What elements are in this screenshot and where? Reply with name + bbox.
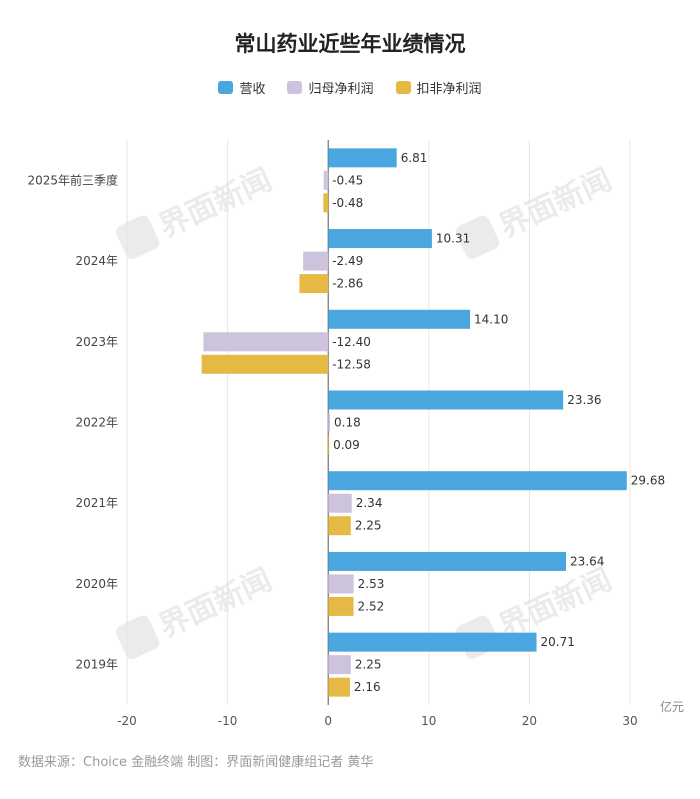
bar bbox=[328, 390, 564, 410]
legend-swatch-net-profit bbox=[287, 81, 303, 94]
legend-label-net-profit: 归母净利润 bbox=[308, 82, 374, 97]
bar bbox=[328, 632, 537, 652]
bar bbox=[203, 332, 329, 352]
data-label: -12.40 bbox=[332, 335, 371, 349]
y-category-label: 2020年 bbox=[75, 577, 118, 591]
watermark: 界面新闻 bbox=[115, 562, 278, 659]
unit-label: 亿元 bbox=[660, 700, 685, 714]
watermark-text: 界面新闻 bbox=[494, 562, 618, 644]
data-label: -2.86 bbox=[332, 277, 363, 291]
data-label: 2.34 bbox=[356, 496, 383, 510]
bar bbox=[328, 229, 432, 249]
x-tick-label: 30 bbox=[622, 714, 637, 728]
data-label: 2.25 bbox=[355, 658, 382, 672]
bar bbox=[201, 354, 329, 374]
data-label: -0.45 bbox=[332, 173, 363, 187]
bar bbox=[328, 435, 330, 455]
data-label: 2.16 bbox=[354, 680, 381, 694]
y-category-label: 2024年 bbox=[75, 254, 118, 268]
watermark: 界面新闻 bbox=[455, 162, 618, 259]
bar bbox=[328, 516, 351, 536]
legend-label-deducted-profit: 扣非净利润 bbox=[416, 82, 482, 97]
data-label: 20.71 bbox=[541, 635, 575, 649]
y-category-label: 2025年前三季度 bbox=[27, 172, 118, 187]
bar bbox=[328, 309, 471, 329]
data-label: 2.25 bbox=[355, 519, 382, 533]
data-label: 23.36 bbox=[567, 393, 601, 407]
bar bbox=[328, 148, 397, 168]
watermark-text: 界面新闻 bbox=[154, 562, 278, 644]
watermark-text: 界面新闻 bbox=[154, 162, 278, 244]
bar bbox=[328, 551, 567, 571]
data-label: 2.53 bbox=[358, 577, 385, 591]
x-tick-label: 0 bbox=[324, 714, 332, 728]
x-tick-label: 20 bbox=[522, 714, 537, 728]
data-label: -0.48 bbox=[332, 196, 363, 210]
bar bbox=[328, 413, 331, 432]
chart-legend: 营收 归母净利润 扣非净利润 bbox=[0, 78, 700, 97]
bar bbox=[328, 574, 354, 594]
bar bbox=[328, 471, 627, 491]
watermark-logo-icon bbox=[115, 215, 160, 259]
data-label: 29.68 bbox=[631, 474, 665, 488]
y-category-label: 2022年 bbox=[75, 416, 118, 430]
chart-title: 常山药业近些年业绩情况 bbox=[234, 32, 466, 56]
watermark-text: 界面新闻 bbox=[494, 162, 618, 244]
bar bbox=[299, 274, 329, 294]
bar bbox=[328, 677, 350, 697]
footer-source: 数据来源：Choice 金融终端 制图：界面新闻健康组记者 黄华 bbox=[18, 755, 374, 770]
bar bbox=[328, 493, 352, 513]
legend-swatch-revenue bbox=[218, 81, 234, 94]
data-label: 6.81 bbox=[401, 151, 428, 165]
legend-swatch-deducted-profit bbox=[395, 81, 411, 94]
x-tick-label: 10 bbox=[421, 714, 436, 728]
data-label: 14.10 bbox=[474, 312, 508, 326]
watermark: 界面新闻 bbox=[115, 162, 278, 259]
bar bbox=[328, 655, 351, 675]
data-label: 0.09 bbox=[333, 438, 360, 452]
bar bbox=[323, 193, 329, 213]
data-label: 2.52 bbox=[358, 599, 385, 613]
watermark-logo-icon bbox=[455, 215, 500, 259]
y-category-label: 2019年 bbox=[75, 658, 118, 672]
y-category-label: 2021年 bbox=[75, 496, 118, 510]
legend-item-deducted-profit[interactable]: 扣非净利润 bbox=[395, 78, 482, 97]
bar bbox=[328, 596, 354, 616]
bar bbox=[323, 170, 329, 190]
legend-item-net-profit[interactable]: 归母净利润 bbox=[287, 78, 374, 97]
x-tick-label: -10 bbox=[218, 714, 238, 728]
data-label: -12.58 bbox=[332, 357, 371, 371]
data-label: -2.49 bbox=[332, 254, 363, 268]
legend-item-revenue[interactable]: 营收 bbox=[218, 78, 265, 97]
y-category-label: 2023年 bbox=[75, 335, 118, 349]
data-label: 0.18 bbox=[334, 416, 361, 430]
x-tick-label: -20 bbox=[117, 714, 137, 728]
legend-label-revenue: 营收 bbox=[239, 82, 266, 97]
data-label: 10.31 bbox=[436, 232, 470, 246]
data-label: 23.64 bbox=[570, 554, 604, 568]
watermark-logo-icon bbox=[115, 615, 160, 659]
bar bbox=[303, 251, 329, 271]
